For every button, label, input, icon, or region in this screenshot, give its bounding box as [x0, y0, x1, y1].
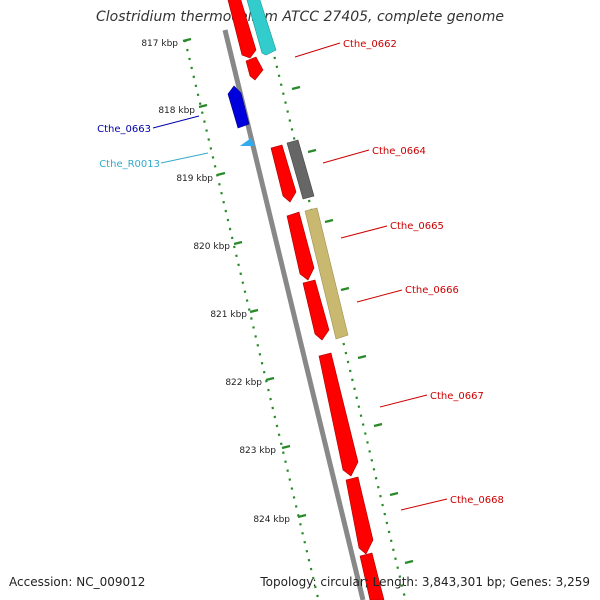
gene-label[interactable]: Cthe_0666: [405, 285, 459, 296]
major-tick: [198, 103, 208, 109]
gene-label[interactable]: Cthe_0668: [450, 495, 504, 506]
leader-cthe-0662: [294, 42, 341, 58]
tick-label: 821 kbp: [210, 310, 247, 320]
gene-label[interactable]: Cthe_0667: [430, 391, 484, 402]
gene-cthe-0666[interactable]: [302, 279, 330, 341]
gene-cthe-0665-red[interactable]: [286, 211, 315, 281]
genome-title: Clostridium thermocellum ATCC 27405, com…: [96, 9, 504, 25]
tick-label: 823 kbp: [239, 446, 276, 456]
gene-label[interactable]: Cthe_R0013: [99, 159, 160, 170]
accession-text: Accession: NC_009012: [9, 575, 146, 589]
leader-cthe-0667: [379, 394, 428, 408]
gene-cthe-0662-tail[interactable]: [245, 56, 264, 81]
major-tick: [404, 559, 414, 565]
major-tick: [265, 376, 275, 382]
leader-cthe-0668: [400, 498, 448, 511]
gene-label[interactable]: Cthe_0663: [97, 124, 151, 135]
leader-cthe-0663: [152, 115, 200, 129]
major-tick: [297, 513, 307, 519]
leader-cthe-0665: [340, 225, 388, 239]
label-leaders: [152, 42, 448, 511]
gene-cthe-r0013[interactable]: [240, 138, 255, 146]
tick-label: 824 kbp: [253, 515, 290, 525]
tick-label: 820 kbp: [193, 242, 230, 252]
major-tick: [182, 37, 192, 43]
major-tick: [340, 286, 350, 292]
tick-label: 819 kbp: [176, 174, 213, 184]
major-tick: [291, 85, 301, 91]
leader-cthe-0666: [356, 289, 403, 303]
gene-cthe-0665[interactable]: [304, 207, 349, 340]
leader-cthe-0664: [322, 149, 370, 164]
major-tick: [233, 240, 243, 246]
gene-label[interactable]: Cthe_0665: [390, 221, 444, 232]
gene-bottom-partial[interactable]: [359, 552, 385, 600]
gene-cthe-0662-partner[interactable]: [246, 0, 277, 56]
genome-summary-text: Topology: circular; Length: 3,843,301 bp…: [260, 575, 590, 589]
major-tick: [249, 308, 259, 314]
gene-label[interactable]: Cthe_0664: [372, 146, 426, 157]
major-tick: [357, 354, 367, 360]
gene-cthe-0664[interactable]: [286, 139, 315, 200]
gene-label[interactable]: Cthe_0662: [343, 39, 397, 50]
tick-label: 817 kbp: [141, 39, 178, 49]
left-tick-track: [183, 39, 320, 599]
gene-cthe-0664-red[interactable]: [270, 144, 297, 203]
major-tick: [373, 422, 383, 428]
gene-cthe-0662[interactable]: [227, 0, 257, 59]
major-tick: [389, 491, 399, 497]
genome-backbone: [222, 29, 366, 600]
tick-label: 818 kbp: [158, 106, 195, 116]
major-tick: [216, 171, 226, 177]
leader-cthe-r0013: [160, 152, 209, 164]
major-ticks: [182, 37, 414, 565]
gene-cthe-0667[interactable]: [318, 352, 359, 477]
major-tick: [281, 444, 291, 450]
major-tick: [324, 218, 334, 224]
gene-cthe-0668[interactable]: [345, 476, 374, 555]
major-tick: [307, 148, 317, 154]
tick-label: 822 kbp: [225, 378, 262, 388]
gene-cthe-0663[interactable]: [227, 85, 250, 129]
gene-features: [227, 0, 385, 600]
